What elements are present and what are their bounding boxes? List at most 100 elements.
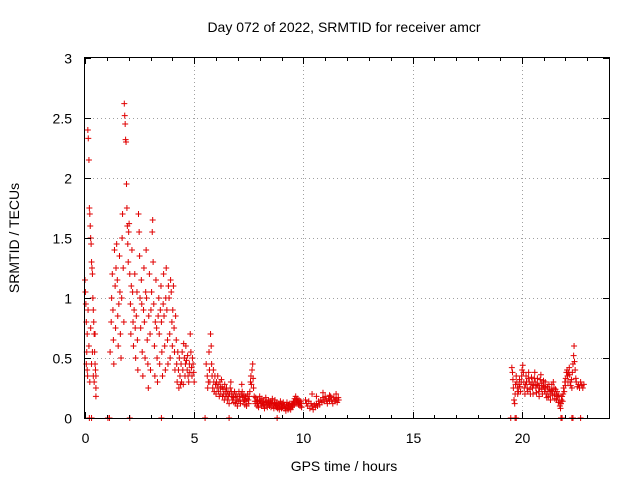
data-point xyxy=(130,343,137,349)
data-point xyxy=(164,361,171,367)
data-point xyxy=(173,337,180,343)
data-point xyxy=(89,349,96,355)
data-point xyxy=(513,373,520,379)
data-point xyxy=(179,349,186,355)
plot-frame xyxy=(84,57,610,419)
data-point xyxy=(84,331,91,337)
data-point xyxy=(149,229,156,235)
data-point xyxy=(138,301,145,307)
data-point xyxy=(547,397,554,403)
data-point xyxy=(131,307,138,313)
data-point xyxy=(115,343,122,349)
data-point xyxy=(572,367,579,373)
data-point xyxy=(118,295,125,301)
data-point xyxy=(158,349,165,355)
data-point xyxy=(143,247,150,253)
data-point xyxy=(204,385,211,391)
data-point xyxy=(130,319,137,325)
data-point xyxy=(92,331,99,337)
data-point xyxy=(126,271,133,277)
points-layer xyxy=(82,100,587,421)
data-point xyxy=(172,313,179,319)
data-point xyxy=(309,391,316,397)
data-point xyxy=(113,265,120,271)
data-point xyxy=(159,373,166,379)
data-point xyxy=(289,403,296,409)
data-point xyxy=(132,325,139,331)
data-point xyxy=(152,319,159,325)
data-point xyxy=(153,325,160,331)
data-point xyxy=(239,388,246,395)
data-point xyxy=(164,337,171,343)
data-point xyxy=(302,397,309,403)
data-point xyxy=(188,373,195,379)
data-point xyxy=(570,352,577,359)
data-point xyxy=(146,271,153,277)
data-point xyxy=(127,301,134,307)
data-point xyxy=(559,398,566,405)
data-point xyxy=(123,181,130,187)
data-point xyxy=(322,393,329,400)
data-point xyxy=(84,367,91,373)
data-point xyxy=(140,265,147,271)
data-point xyxy=(111,247,118,253)
data-point xyxy=(112,325,119,331)
data-point xyxy=(187,349,194,355)
data-point xyxy=(180,381,187,388)
data-point xyxy=(147,307,154,313)
data-point xyxy=(183,357,190,364)
y-tick-label: 0 xyxy=(64,411,72,427)
data-point xyxy=(166,331,173,337)
data-point xyxy=(149,217,156,223)
data-point xyxy=(249,367,256,373)
data-point xyxy=(152,277,159,283)
data-point xyxy=(147,331,154,337)
data-point xyxy=(142,355,149,361)
data-point xyxy=(161,343,168,349)
y-tick-label: 2 xyxy=(64,171,72,187)
data-point xyxy=(147,367,154,373)
data-point xyxy=(516,383,523,390)
data-point xyxy=(139,349,146,355)
data-point xyxy=(114,313,121,319)
data-point xyxy=(144,361,151,367)
data-point xyxy=(208,343,215,349)
data-point xyxy=(134,337,141,343)
data-point xyxy=(120,319,127,325)
data-point xyxy=(112,283,119,289)
data-point xyxy=(234,403,241,409)
data-point xyxy=(206,349,213,355)
data-point xyxy=(224,397,231,403)
data-point xyxy=(137,325,144,331)
data-point xyxy=(90,319,97,325)
x-tick-label: 20 xyxy=(515,430,531,446)
data-point xyxy=(118,355,125,361)
data-point xyxy=(517,388,524,395)
data-point xyxy=(136,229,143,235)
y-tick-label: 2.5 xyxy=(53,111,73,127)
data-point xyxy=(554,388,561,395)
data-point xyxy=(115,301,122,307)
data-point xyxy=(119,235,126,241)
data-point xyxy=(85,343,92,349)
data-point xyxy=(116,253,123,259)
data-point xyxy=(121,100,128,107)
data-point xyxy=(214,373,221,379)
data-point xyxy=(155,295,162,301)
data-point xyxy=(238,381,245,388)
data-point xyxy=(85,135,92,142)
data-point xyxy=(509,376,516,383)
data-point xyxy=(568,376,575,383)
data-point xyxy=(110,361,117,367)
data-point xyxy=(514,385,521,391)
data-point xyxy=(326,392,333,399)
data-point xyxy=(117,331,124,337)
data-point xyxy=(109,307,116,313)
y-axis-title: SRMTID / TECUs xyxy=(6,183,22,293)
x-tick-label: 5 xyxy=(191,430,199,446)
data-point xyxy=(125,229,132,235)
data-point xyxy=(139,373,146,379)
data-point xyxy=(138,277,145,283)
data-point xyxy=(176,373,183,379)
